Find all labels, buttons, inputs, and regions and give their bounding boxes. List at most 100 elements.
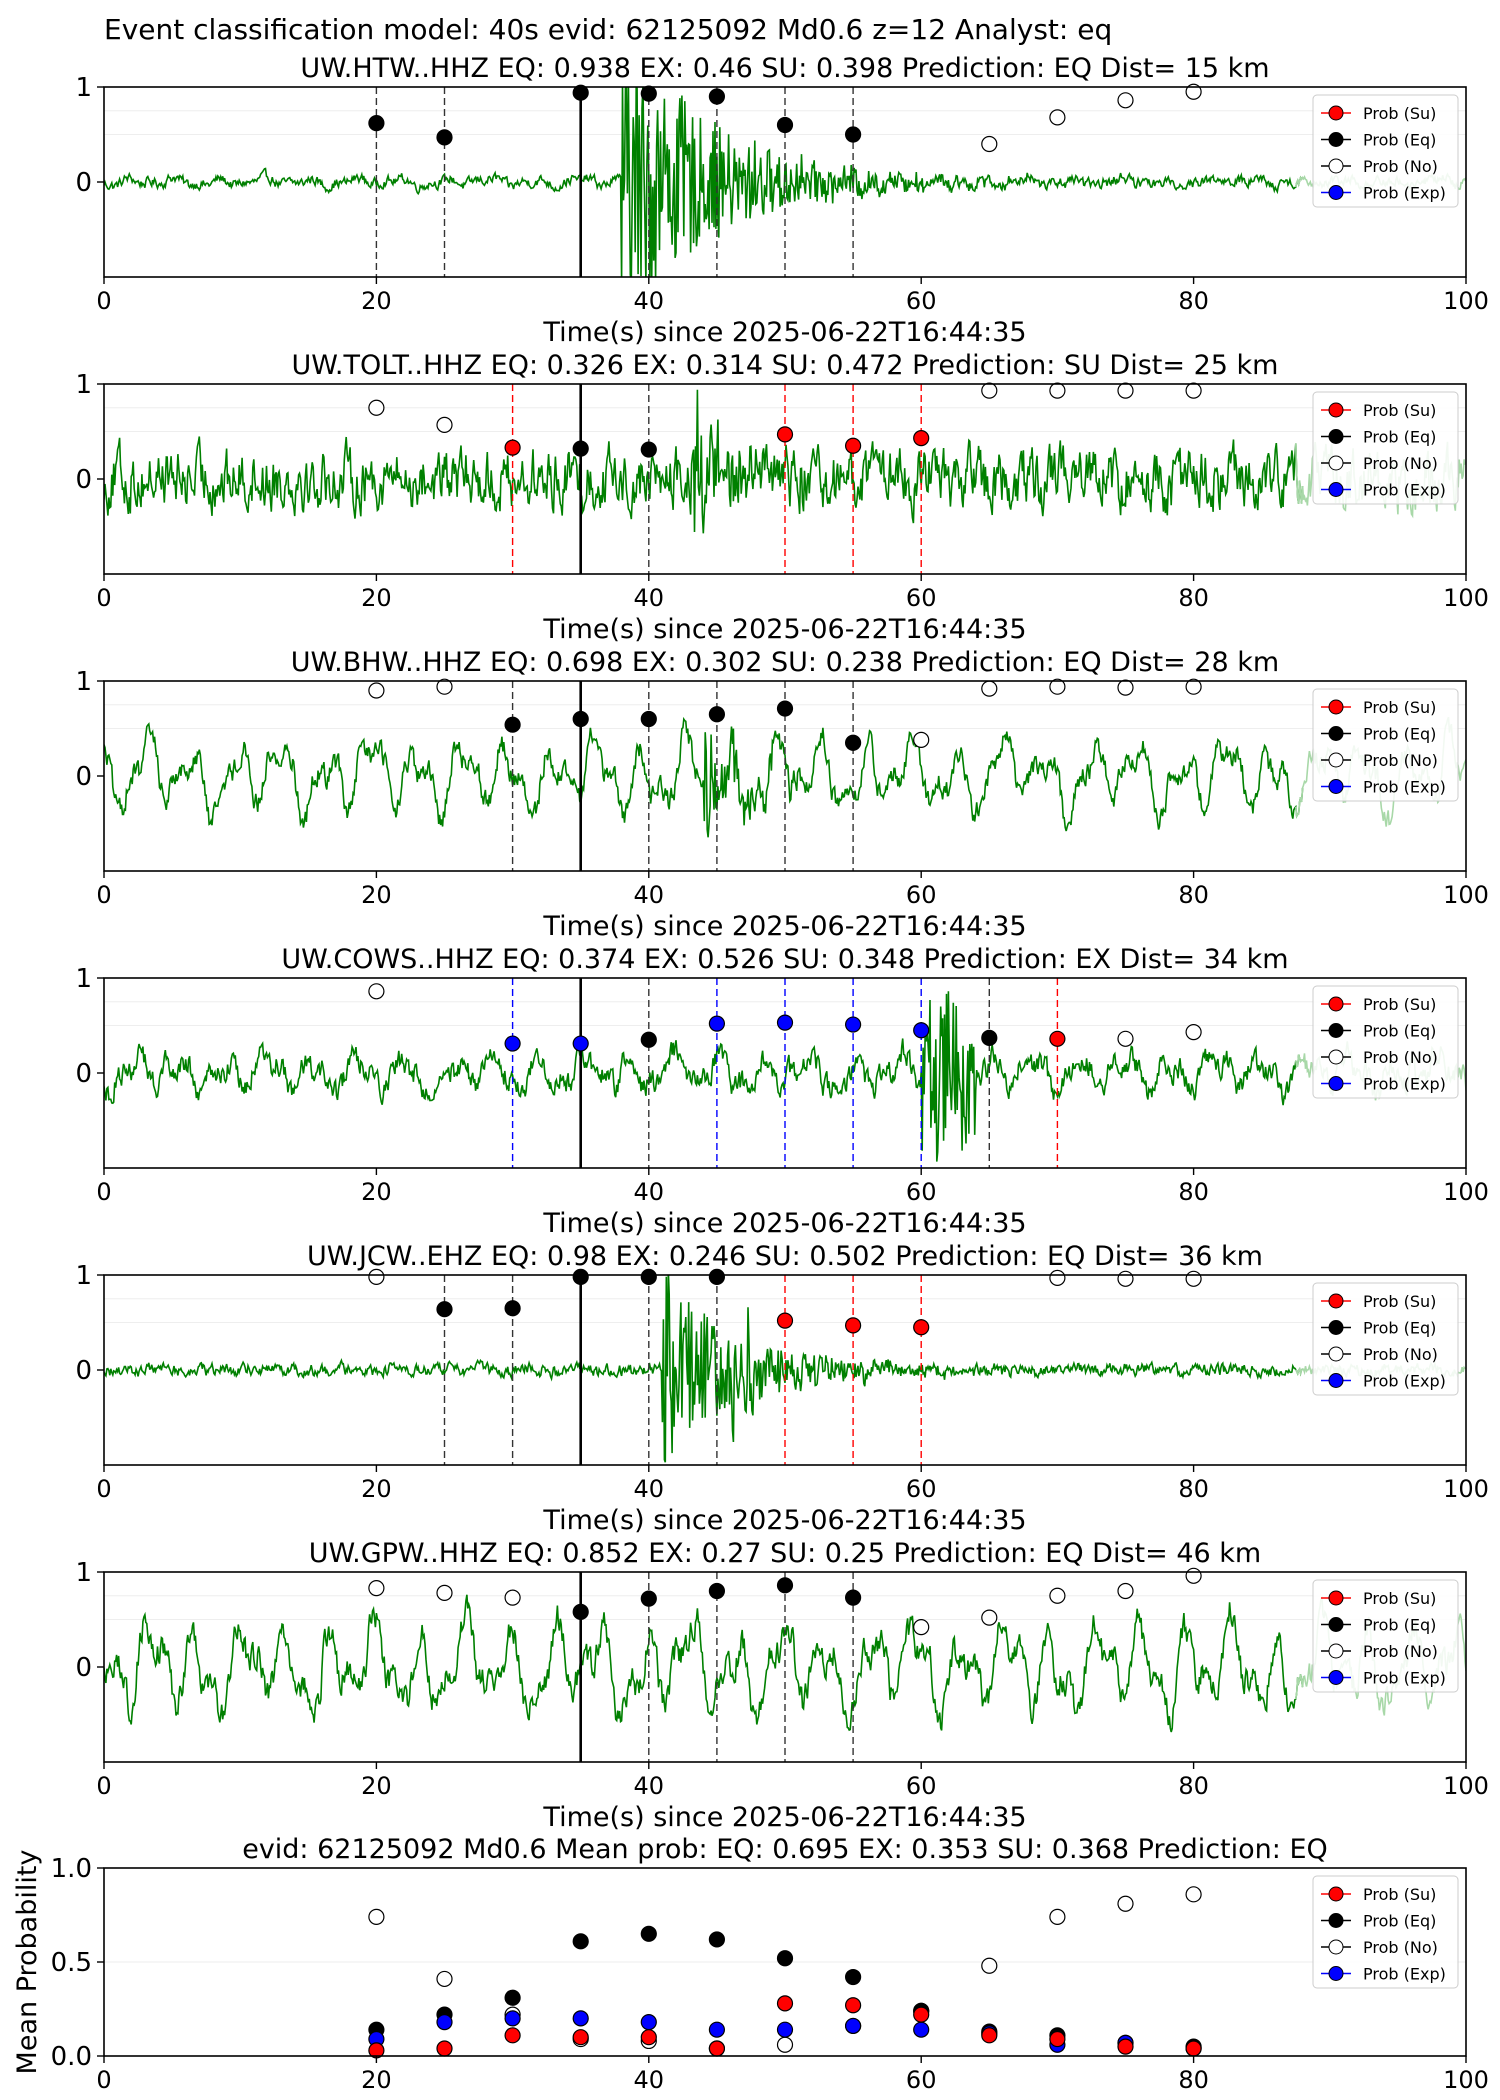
x-tick-label: 40 (634, 2066, 665, 2094)
legend-label: Prob (Eq) (1363, 1616, 1436, 1635)
x-tick-label: 100 (1443, 1475, 1489, 1503)
prob-marker-eq (504, 1300, 521, 1317)
y-tick-label: 1 (75, 1261, 92, 1291)
x-tick-label: 60 (906, 1772, 937, 1800)
y-tick-label: 0 (75, 465, 92, 495)
x-tick-label: 60 (906, 2066, 937, 2094)
legend-exp-marker (1328, 1966, 1344, 1981)
legend-exp-marker (1328, 1670, 1344, 1685)
legend: Prob (Su) Prob (Eq) Prob (No) Prob (Exp) (1312, 1875, 1459, 1989)
legend-su-marker (1328, 1590, 1344, 1606)
x-axis-label: Time(s) since 2025-06-22T16:44:35 (542, 911, 1026, 942)
prob-marker-no (1185, 1567, 1202, 1584)
prob-marker-eq (368, 114, 385, 132)
x-tick-label: 60 (906, 1475, 937, 1503)
x-tick-label: 0 (96, 1772, 111, 1800)
x-tick-label: 60 (906, 287, 937, 315)
mean-marker-su (844, 1997, 862, 2014)
legend-eq-marker (1328, 1617, 1344, 1632)
mean-marker-exp (844, 2017, 862, 2035)
prob-marker-eq (436, 1301, 453, 1318)
x-tick-label: 40 (634, 1772, 665, 1800)
legend-label: Prob (Exp) (1363, 184, 1446, 203)
x-tick-label: 40 (634, 584, 665, 612)
y-tick-label: 0 (75, 1059, 92, 1089)
prob-marker-eq (708, 1582, 726, 1600)
x-tick-label: 40 (634, 287, 665, 315)
legend-label: Prob (Eq) (1363, 725, 1436, 744)
legend-frame (1312, 688, 1459, 802)
prob-marker-eq (572, 1603, 589, 1621)
legend-label: Prob (Exp) (1363, 1075, 1446, 1094)
legend-label: Prob (Su) (1363, 1292, 1436, 1311)
mean-marker-exp (776, 2021, 794, 2038)
x-tick-label: 80 (1178, 2066, 1209, 2094)
legend-su-marker (1328, 996, 1344, 1012)
mean-marker-eq (776, 1950, 794, 1967)
legend-label: Prob (No) (1363, 454, 1438, 473)
mean-marker-su (1185, 2040, 1202, 2057)
mean-marker-eq (708, 1931, 726, 1948)
prob-marker-no (436, 416, 453, 433)
x-axis-label: Time(s) since 2025-06-22T16:44:35 (542, 1208, 1026, 1239)
mean-marker-exp (436, 2014, 453, 2031)
x-tick-label: 0 (96, 2066, 111, 2094)
y-tick-label: 1 (75, 73, 92, 103)
waveform-trace (104, 1275, 1304, 1463)
prob-marker-no (1049, 382, 1066, 399)
mean-marker-su (913, 2006, 930, 2023)
prob-marker-no (913, 1618, 930, 1636)
mean-marker-no (368, 1908, 385, 1925)
legend-label: Prob (Su) (1363, 1885, 1436, 1904)
y-axis-label: Mean Probability (12, 1850, 43, 2075)
y-tick-label: 0 (75, 762, 92, 792)
prob-marker-exp (913, 1022, 930, 1039)
legend-su-marker (1328, 1886, 1344, 1902)
station-panel: UW.COWS..HHZ EQ: 0.374 EX: 0.526 SU: 0.3… (75, 944, 1488, 1239)
axes-frame (103, 680, 1467, 872)
legend-frame (1312, 985, 1459, 1099)
legend-label: Prob (Su) (1363, 1589, 1436, 1608)
prob-marker-eq (572, 440, 589, 457)
x-tick-label: 40 (634, 881, 665, 909)
prob-marker-no (1117, 1030, 1134, 1047)
x-tick-label: 20 (361, 1772, 392, 1800)
y-tick-label: 0.0 (51, 2042, 92, 2072)
prob-marker-eq (640, 1590, 657, 1607)
mean-marker-su (708, 2040, 726, 2057)
x-tick-label: 60 (906, 584, 937, 612)
x-tick-label: 0 (96, 287, 111, 315)
y-tick-label: 1 (75, 667, 92, 697)
legend-label: Prob (Su) (1363, 401, 1436, 420)
mean-marker-exp (504, 2010, 521, 2027)
legend-frame (1312, 94, 1459, 208)
y-tick-label: 0.5 (51, 1948, 92, 1978)
prob-marker-no (1117, 1270, 1134, 1287)
legend: Prob (Su) Prob (Eq) Prob (No) Prob (Exp) (1312, 1282, 1459, 1396)
legend-label: Prob (No) (1363, 751, 1438, 770)
axes-frame (103, 86, 1467, 278)
prob-marker-no (368, 682, 385, 699)
x-tick-label: 0 (96, 881, 111, 909)
prob-marker-exp (776, 1014, 794, 1031)
station-panel: UW.JCW..EHZ EQ: 0.98 EX: 0.246 SU: 0.502… (75, 1241, 1488, 1536)
mean-marker-su (1049, 2030, 1066, 2048)
x-tick-label: 60 (906, 1178, 937, 1206)
x-tick-label: 20 (361, 1178, 392, 1206)
prob-marker-no (981, 135, 998, 153)
prob-marker-no (1117, 679, 1134, 696)
prob-marker-eq (844, 1589, 862, 1606)
legend: Prob (Su) Prob (Eq) Prob (No) Prob (Exp) (1312, 688, 1459, 802)
prob-marker-no (368, 1268, 385, 1286)
waveform-trace (104, 87, 1304, 277)
mean-marker-su (776, 1995, 794, 2012)
prob-marker-no (368, 983, 385, 1000)
mean-marker-eq (572, 1933, 589, 1950)
legend-label: Prob (Eq) (1363, 131, 1436, 150)
legend-exp-marker (1328, 185, 1344, 200)
prob-marker-exp (844, 1016, 862, 1033)
legend-no-marker (1328, 158, 1344, 174)
y-tick-label: 1 (75, 370, 92, 400)
x-axis-label: Time(s) since 2025-06-22T16:44:35 (542, 1802, 1026, 1833)
x-tick-label: 80 (1178, 1772, 1209, 1800)
